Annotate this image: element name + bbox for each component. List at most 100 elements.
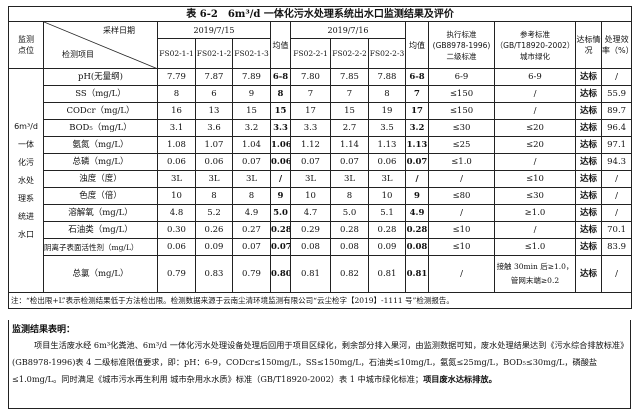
monitoring-table: 表 6-2 6m³/d 一体化污水处理系统出水口监测结果及评价 监测点位 采样日…: [7, 6, 633, 309]
status: 达标: [575, 102, 602, 120]
value: 4.8: [157, 204, 196, 222]
summary-conclusion: 项目废水达标排放。: [423, 374, 497, 384]
table-title: 表 6-2 6m³/d 一体化污水处理系统出水口监测结果及评价: [7, 6, 633, 22]
value: 8: [232, 187, 271, 205]
value: 0.29: [290, 221, 331, 239]
header-point: 监测点位: [8, 21, 44, 69]
value: 7.79: [157, 68, 196, 86]
value: 17: [290, 102, 331, 120]
standard-gb8978: ≤10: [428, 221, 495, 239]
value: 0.06: [157, 153, 196, 171]
value: 16: [157, 102, 196, 120]
standard-gb8978: /: [428, 204, 495, 222]
value: 7: [290, 85, 331, 103]
value: 0.07: [290, 153, 331, 171]
table-row: 氨氮（mg/L） 1.08 1.07 1.04 1.06 1.12 1.14 1.13 1.13…: [9, 136, 633, 154]
standard-gb18920: ≤1.0: [494, 238, 576, 256]
value: 8: [157, 85, 196, 103]
value: 10: [368, 187, 406, 205]
mean: 0.08: [405, 238, 429, 256]
value: 0.09: [368, 238, 406, 256]
value: 3.2: [232, 119, 271, 137]
table-row: 色度（倍） 10 8 8 9 10 8 10 9 ≤80 ≤30 达标 /: [9, 187, 633, 205]
mean: 0.07: [270, 238, 291, 256]
summary-section: 监测结果表明： 项目生活废水经 6m³化粪池、6m³/d 一体化污水处理设备处理…: [8, 320, 631, 409]
value: 0.06: [157, 238, 196, 256]
value: 3L: [330, 170, 369, 188]
status: 达标: [575, 255, 602, 293]
item-name: 总氯（mg/L）: [43, 255, 158, 293]
monitoring-table-container: 表 6-2 6m³/d 一体化污水处理系统出水口监测结果及评价 监测点位 采样日…: [7, 6, 633, 309]
mean: 17: [405, 102, 429, 120]
mean: 0.07: [405, 153, 429, 171]
standard-gb8978: ≤30: [428, 119, 495, 137]
table-row: BOD₅（mg/L） 3.1 3.6 3.2 3.3 3.3 2.7 3.5 3.2 ≤30 ≤20…: [9, 119, 633, 137]
mean: 7: [405, 85, 429, 103]
mean: 0.81: [405, 255, 429, 293]
value: 3.5: [368, 119, 406, 137]
standard-gb18920: ≤20: [494, 136, 576, 154]
value: 8: [368, 85, 406, 103]
item-name: 氨氮（mg/L）: [43, 136, 158, 154]
mean: 0.06: [270, 153, 291, 171]
standard-gb18920: /: [494, 153, 576, 171]
table-row: CODcr（mg/L） 16 13 15 15 17 15 19 17 ≤150/达标 89.7: [9, 102, 633, 120]
efficiency: 94.3: [600, 153, 633, 171]
status: 达标: [575, 119, 602, 137]
efficiency: 89.7: [600, 102, 633, 120]
status: 达标: [575, 85, 602, 103]
standard-gb8978: ≤150: [428, 102, 495, 120]
header-std2: 参考标准 （GB/T18920-2002） 城市绿化: [494, 21, 576, 69]
item-name: 溶解氧（mg/L）: [43, 204, 158, 222]
standard-gb8978: /: [428, 170, 495, 188]
header-date-label: 采样日期: [103, 26, 135, 35]
standard-gb18920: /: [494, 102, 576, 120]
header-date1: 2019/7/15: [157, 21, 271, 39]
value: 3L: [195, 170, 233, 188]
header-date2: 2019/7/16: [290, 21, 406, 39]
standard-gb8978: ≤1.0: [428, 153, 495, 171]
efficiency: 96.4: [600, 119, 633, 137]
item-name: 石油类（mg/L）: [43, 221, 158, 239]
mean: 4.9: [405, 204, 429, 222]
efficiency: /: [600, 187, 633, 205]
standard-gb18920: 6-9: [494, 68, 576, 86]
standard-gb18920: /: [494, 85, 576, 103]
item-name: 阴离子表面活性剂（mg/L）: [43, 238, 158, 256]
header-mean2: 均值: [405, 21, 429, 69]
efficiency: 55.9: [600, 85, 633, 103]
mean: 8: [270, 85, 291, 103]
mean: 5.0: [270, 204, 291, 222]
value: 0.30: [157, 221, 196, 239]
value: 3L: [232, 170, 271, 188]
standard-gb18920: 接触 30min 后≥1.0， 管网末端≥0.2: [494, 255, 576, 293]
efficiency: /: [600, 68, 633, 86]
value: 0.82: [330, 255, 369, 293]
value: 0.79: [157, 255, 196, 293]
standard-gb8978: ≤25: [428, 136, 495, 154]
header-diagonal: 采样日期 检测项目: [43, 21, 158, 69]
value: 5.1: [368, 204, 406, 222]
mean: /: [270, 170, 291, 188]
standard-gb8978: 6-9: [428, 68, 495, 86]
value: 5.0: [330, 204, 369, 222]
value: 0.27: [232, 221, 271, 239]
status: 达标: [575, 221, 602, 239]
value: 19: [368, 102, 406, 120]
header-sample: FS02-1-1: [157, 38, 196, 69]
value: 1.12: [290, 136, 331, 154]
status: 达标: [575, 68, 602, 86]
mean: 1.13: [405, 136, 429, 154]
item-name: 色度（倍）: [43, 187, 158, 205]
header-eff: 处理效率（%）: [600, 21, 633, 69]
item-name: CODcr（mg/L）: [43, 102, 158, 120]
summary-body: 项目生活废水经 6m³化粪池、6m³/d 一体化污水处理设备处理后回用于项目区绿…: [12, 340, 625, 384]
value: 6: [195, 85, 233, 103]
value: 15: [232, 102, 271, 120]
value: 7: [330, 85, 369, 103]
value: 10: [290, 187, 331, 205]
standard-gb8978: ≤10: [428, 238, 495, 256]
value: 0.79: [232, 255, 271, 293]
mean: 1.06: [270, 136, 291, 154]
value: 1.04: [232, 136, 271, 154]
